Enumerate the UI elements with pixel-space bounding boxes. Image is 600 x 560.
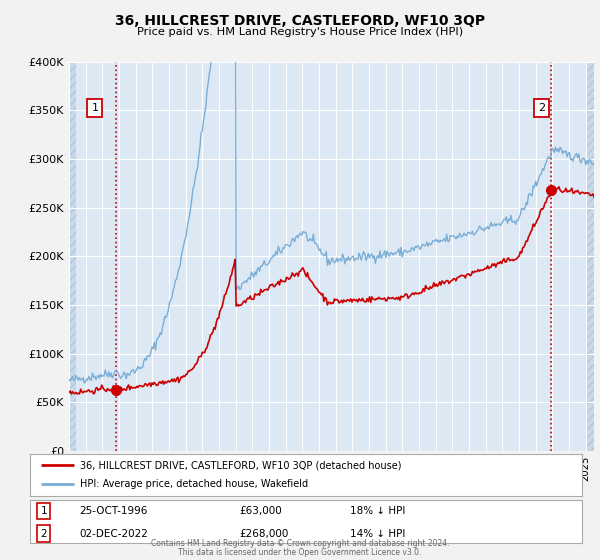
Text: 36, HILLCREST DRIVE, CASTLEFORD, WF10 3QP (detached house): 36, HILLCREST DRIVE, CASTLEFORD, WF10 3Q… bbox=[80, 460, 401, 470]
Text: 14% ↓ HPI: 14% ↓ HPI bbox=[350, 529, 406, 539]
Text: This data is licensed under the Open Government Licence v3.0.: This data is licensed under the Open Gov… bbox=[178, 548, 422, 557]
Text: 18% ↓ HPI: 18% ↓ HPI bbox=[350, 506, 406, 516]
Text: HPI: Average price, detached house, Wakefield: HPI: Average price, detached house, Wake… bbox=[80, 479, 308, 489]
Text: Price paid vs. HM Land Registry's House Price Index (HPI): Price paid vs. HM Land Registry's House … bbox=[137, 27, 463, 37]
Text: 2: 2 bbox=[538, 103, 545, 113]
Text: 1: 1 bbox=[91, 103, 98, 113]
Text: 25-OCT-1996: 25-OCT-1996 bbox=[80, 506, 148, 516]
Text: 2: 2 bbox=[40, 529, 47, 539]
Text: £63,000: £63,000 bbox=[240, 506, 283, 516]
Text: Contains HM Land Registry data © Crown copyright and database right 2024.: Contains HM Land Registry data © Crown c… bbox=[151, 539, 449, 548]
Text: 1: 1 bbox=[40, 506, 47, 516]
Text: 02-DEC-2022: 02-DEC-2022 bbox=[80, 529, 149, 539]
Text: 36, HILLCREST DRIVE, CASTLEFORD, WF10 3QP: 36, HILLCREST DRIVE, CASTLEFORD, WF10 3Q… bbox=[115, 14, 485, 28]
Text: £268,000: £268,000 bbox=[240, 529, 289, 539]
